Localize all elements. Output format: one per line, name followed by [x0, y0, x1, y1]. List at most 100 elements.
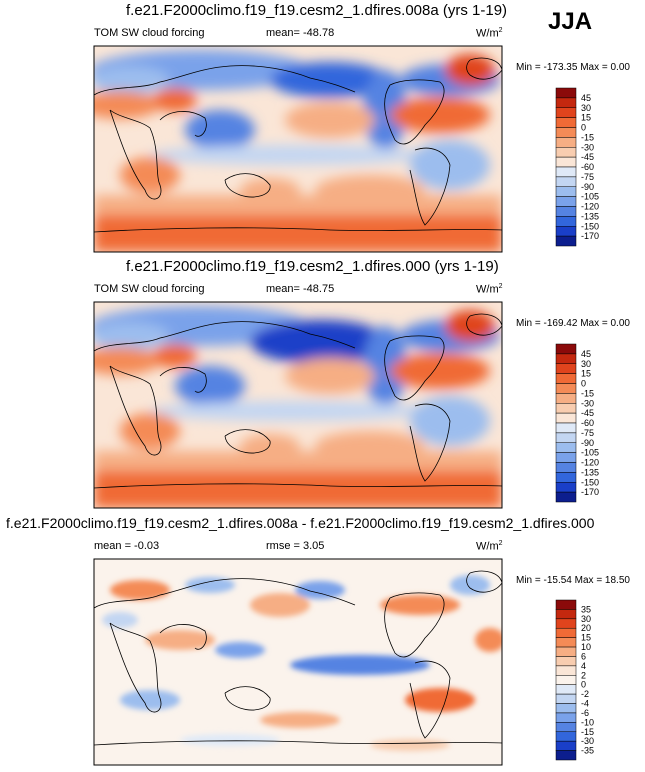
- panel-2-variable-label: TOM SW cloud forcing: [94, 283, 205, 295]
- map-3-frame: [93, 558, 503, 766]
- colorbar-3-tick-label: 6: [581, 651, 586, 661]
- colorbar-1-box: [555, 127, 577, 138]
- map-1-frame: [93, 45, 503, 253]
- colorbar-1-box: [555, 107, 577, 118]
- colorbar-2-tick-label: -135: [581, 467, 599, 477]
- colorbar-1-box: [555, 226, 577, 237]
- map-2-coastlines: [94, 313, 502, 489]
- colorbar-2-box: [555, 482, 577, 493]
- colorbar-2-box: [555, 491, 577, 503]
- colorbar-2-tick-label: 30: [581, 359, 591, 369]
- map-2-frame: [93, 301, 503, 509]
- panel-3-rmse: rmse = 3.05: [266, 540, 325, 552]
- colorbar-3-tick-label: 2: [581, 670, 586, 680]
- colorbar-2-box: [555, 462, 577, 473]
- colorbar-1-box: [555, 166, 577, 178]
- colorbar-2-box: [555, 452, 577, 463]
- colorbar-1-tick-label: -90: [581, 182, 594, 192]
- map-3-coastlines: [94, 570, 502, 746]
- colorbar-3-box: [555, 740, 577, 751]
- colorbar-2-tick-label: 0: [581, 379, 586, 389]
- colorbar-1-box: [555, 147, 577, 158]
- colorbar-3-box: [555, 684, 577, 695]
- colorbar-3-box: [555, 712, 577, 723]
- colorbar-2-box: [555, 412, 577, 424]
- colorbar-2-box: [555, 363, 577, 374]
- panel-1-minmax: Min = -173.35 Max = 0.00: [516, 62, 630, 73]
- colorbar-1-box: [555, 176, 577, 188]
- colorbar-3-tick-label: -30: [581, 736, 594, 746]
- colorbar-1-tick-label: 15: [581, 113, 591, 123]
- colorbar-1-box: [555, 87, 577, 99]
- colorbar-2-tick-label: -30: [581, 398, 594, 408]
- panel-2-mean: mean= -48.75: [266, 283, 335, 295]
- panel-3-minmax: Min = -15.54 Max = 18.50: [516, 575, 630, 586]
- colorbars: 4530150-15-30-45-60-75-90-105-120-135-15…: [555, 87, 599, 761]
- colorbar-2-tick-label: -170: [581, 487, 599, 497]
- colorbar-2-box: [555, 472, 577, 483]
- colorbar-1-tick-label: 30: [581, 103, 591, 113]
- colorbar-3-tick-label: 20: [581, 623, 591, 633]
- colorbar-3-box: [555, 703, 577, 714]
- colorbar-1-tick-label: 45: [581, 93, 591, 103]
- colorbar-2-box: [555, 393, 577, 404]
- colorbar-2-tick-label: -120: [581, 458, 599, 468]
- colorbar-3-tick-label: 30: [581, 614, 591, 624]
- season-label: JJA: [548, 8, 593, 35]
- panel-1-variable-label: TOM SW cloud forcing: [94, 27, 205, 39]
- colorbar-1-box: [555, 196, 577, 207]
- colorbar-3-tick-label: 15: [581, 633, 591, 643]
- colorbar-1-box: [555, 117, 577, 128]
- colorbar-1-tick-label: -150: [581, 221, 599, 231]
- colorbar-1-tick-label: -170: [581, 231, 599, 241]
- colorbar-2-box: [555, 343, 577, 355]
- colorbar-2-box: [555, 383, 577, 394]
- colorbar-1-tick-label: 0: [581, 123, 586, 133]
- colorbar-3-box: [555, 637, 577, 648]
- colorbar-2-box: [555, 353, 577, 365]
- colorbar-3-box: [555, 599, 577, 610]
- colorbar-3-tick-label: 0: [581, 680, 586, 690]
- colorbar-3-tick-label: -6: [581, 708, 589, 718]
- colorbar-3-tick-label: -2: [581, 689, 589, 699]
- colorbar-3-tick-label: 4: [581, 661, 586, 671]
- colorbar-2-box: [555, 403, 577, 414]
- colorbar-2-tick-label: -105: [581, 448, 599, 458]
- colorbar-3-box: [555, 731, 577, 742]
- colorbar-3-box: [555, 693, 577, 704]
- colorbar-1-box: [555, 216, 577, 227]
- colorbar-3-tick-label: -4: [581, 699, 589, 709]
- colorbar-2-tick-label: -75: [581, 428, 594, 438]
- colorbar-3-tick-label: -35: [581, 746, 594, 756]
- colorbar-2-box: [555, 373, 577, 384]
- colorbar-1-tick-label: -15: [581, 132, 594, 142]
- colorbar-3-tick-label: 35: [581, 604, 591, 614]
- colorbar-3-box: [555, 627, 577, 638]
- colorbar-3-box: [555, 609, 577, 620]
- colorbar-1-box: [555, 156, 577, 168]
- panel-2-minmax: Min = -169.42 Max = 0.00: [516, 318, 630, 329]
- panel-3-units: W/m2: [476, 540, 503, 553]
- colorbar-3-box: [555, 646, 577, 657]
- colorbar-1-box: [555, 97, 577, 109]
- map-2-field: [94, 302, 502, 508]
- panel-1-units: W/m2: [476, 27, 503, 40]
- colorbar-1-tick-label: -105: [581, 192, 599, 202]
- map-1-coastlines: [94, 57, 502, 233]
- colorbar-3-box: [555, 656, 577, 667]
- colorbar-1-tick-label: -45: [581, 152, 594, 162]
- colorbar-2-tick-label: 15: [581, 369, 591, 379]
- colorbar-2-box: [555, 442, 577, 453]
- colorbar-3-tick-label: -15: [581, 727, 594, 737]
- colorbar-2-tick-label: -150: [581, 477, 599, 487]
- panel-1-mean: mean= -48.78: [266, 27, 335, 39]
- colorbar-3-tick-label: 10: [581, 642, 591, 652]
- colorbar-2-box: [555, 432, 577, 444]
- colorbar-3-box: [555, 750, 577, 761]
- colorbar-3-box: [555, 618, 577, 629]
- colorbar-3-box: [555, 722, 577, 733]
- colorbar-1-tick-label: -120: [581, 202, 599, 212]
- colorbar-2-box: [555, 422, 577, 434]
- colorbar-2-tick-label: -60: [581, 418, 594, 428]
